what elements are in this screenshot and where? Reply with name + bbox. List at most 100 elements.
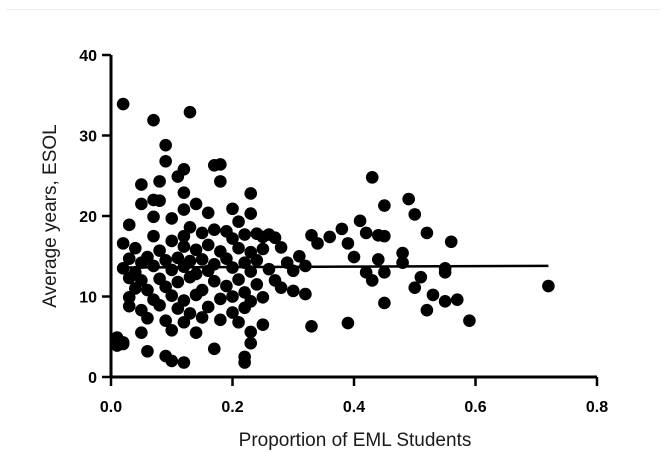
data-point: [147, 259, 160, 273]
data-point: [147, 113, 160, 127]
data-point: [171, 302, 185, 315]
data-point: [347, 250, 361, 264]
data-point: [444, 235, 458, 249]
data-point: [262, 262, 276, 276]
data-point: [274, 281, 288, 294]
data-point: [159, 280, 172, 294]
data-point: [165, 289, 179, 302]
y-tick-label: 40: [79, 48, 97, 65]
trend-line-group: [117, 264, 549, 269]
top-divider: [6, 9, 660, 10]
data-point: [250, 278, 264, 291]
data-point: [226, 290, 239, 303]
data-point: [256, 242, 270, 256]
data-point: [353, 214, 367, 228]
data-point: [268, 231, 282, 245]
y-tick-label: 10: [79, 290, 97, 307]
data-point: [286, 284, 300, 298]
data-point: [450, 293, 464, 307]
x-tick-label: 0.4: [343, 399, 365, 416]
data-point: [232, 241, 245, 255]
data-point: [165, 212, 179, 225]
data-point: [183, 105, 197, 119]
data-point: [122, 252, 136, 265]
data-point: [207, 223, 221, 236]
data-point: [171, 275, 185, 289]
data-point: [365, 274, 379, 287]
data-point: [129, 282, 142, 295]
data-point: [141, 344, 154, 358]
data-point: [378, 266, 391, 279]
data-point: [159, 154, 172, 168]
data-point: [183, 307, 197, 320]
data-point: [122, 291, 136, 304]
data-point: [335, 222, 349, 236]
data-point: [177, 186, 191, 199]
data-point: [165, 354, 179, 368]
data-point: [250, 253, 264, 267]
data-point: [147, 210, 160, 224]
data-point: [226, 202, 239, 216]
data-point: [116, 97, 130, 111]
data-point: [153, 299, 166, 312]
data-point: [293, 249, 306, 263]
data-point: [238, 356, 251, 369]
data-point: [220, 252, 233, 265]
data-point: [165, 234, 179, 248]
data-point: [177, 229, 191, 243]
data-point: [305, 319, 318, 333]
data-point: [244, 265, 258, 278]
data-point: [207, 342, 221, 356]
data-point: [244, 325, 258, 339]
data-point: [177, 203, 191, 216]
data-point: [122, 271, 136, 285]
data-point: [141, 283, 154, 297]
data-point: [232, 215, 245, 228]
data-point: [365, 171, 379, 184]
data-point: [378, 296, 391, 310]
data-point: [299, 287, 312, 301]
data-point: [426, 288, 440, 302]
data-point: [402, 192, 415, 206]
data-point: [153, 175, 166, 188]
data-point: [244, 207, 258, 220]
data-point: [463, 314, 476, 327]
data-point: [189, 243, 203, 257]
data-point: [201, 206, 215, 220]
data-point: [177, 356, 191, 369]
data-point: [201, 238, 215, 252]
data-point: [341, 316, 355, 330]
data-point: [207, 274, 221, 288]
x-tick-label: 0.8: [586, 399, 608, 416]
data-point: [159, 138, 172, 152]
data-point: [232, 315, 245, 329]
data-point: [135, 197, 148, 211]
y-tick-label: 30: [79, 129, 97, 146]
x-axis-title: Proportion of EML Students: [239, 430, 472, 451]
x-tick-label: 0.2: [221, 399, 243, 416]
data-points: [110, 97, 555, 369]
data-point: [214, 313, 227, 327]
data-point: [183, 270, 197, 284]
data-point: [122, 218, 136, 232]
data-point: [122, 299, 136, 313]
data-point: [438, 266, 452, 279]
data-point: [201, 300, 215, 314]
data-point: [420, 303, 434, 317]
data-point: [420, 226, 434, 240]
data-point: [214, 292, 227, 306]
data-point: [147, 229, 160, 243]
data-point: [195, 253, 209, 266]
data-point: [189, 288, 203, 302]
data-point: [244, 187, 258, 200]
data-point: [141, 250, 154, 264]
data-point: [359, 226, 373, 240]
data-point: [159, 253, 172, 267]
data-point: [438, 295, 452, 308]
data-point: [189, 197, 203, 211]
data-point: [135, 178, 148, 191]
data-point: [153, 244, 166, 257]
data-point: [159, 314, 172, 327]
data-point: [135, 326, 148, 340]
data-point: [129, 241, 142, 255]
